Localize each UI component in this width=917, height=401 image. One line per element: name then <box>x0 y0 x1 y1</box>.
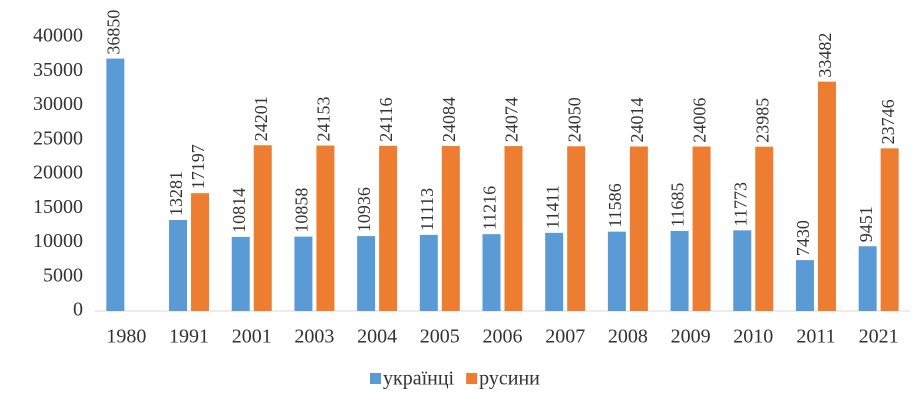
bar <box>316 145 335 311</box>
data-label: 24074 <box>502 97 522 142</box>
y-tick-label: 35000 <box>33 59 83 81</box>
bar <box>231 236 250 311</box>
legend-label: русини <box>479 368 540 390</box>
bar <box>755 146 774 311</box>
bar <box>858 246 877 311</box>
data-label: 17197 <box>188 144 208 189</box>
data-label: 24084 <box>439 97 459 142</box>
data-label: 23985 <box>752 98 772 143</box>
data-label: 24014 <box>627 98 647 143</box>
x-tick-label: 2008 <box>608 326 648 348</box>
data-label: 11586 <box>605 183 625 227</box>
data-label: 10858 <box>292 188 312 233</box>
x-tick-label: 2005 <box>420 326 460 348</box>
data-label: 11411 <box>542 185 562 229</box>
bar <box>419 234 438 311</box>
data-label: 24201 <box>251 96 271 141</box>
y-tick-label: 0 <box>73 299 83 321</box>
legend-swatch <box>466 373 478 384</box>
data-label: 10814 <box>229 188 249 233</box>
bar <box>357 236 376 311</box>
bar <box>880 148 899 311</box>
data-label: 24116 <box>376 97 396 141</box>
bar <box>106 58 125 311</box>
y-tick-label: 15000 <box>33 196 83 218</box>
bar <box>607 231 626 311</box>
y-tick-label: 30000 <box>33 93 83 115</box>
x-tick-label: 2011 <box>796 326 835 348</box>
data-label: 33482 <box>815 33 835 78</box>
data-label: 11685 <box>668 183 688 227</box>
legend-label: українці <box>383 368 455 390</box>
x-tick-label: 1980 <box>106 326 146 348</box>
bar <box>629 146 648 311</box>
x-tick-label: 2007 <box>545 326 585 348</box>
bar <box>379 145 398 311</box>
x-tick-label: 2004 <box>357 326 397 348</box>
x-tick-label: 1991 <box>169 326 209 348</box>
bar <box>670 230 689 311</box>
bar <box>504 146 523 311</box>
bar <box>817 81 836 311</box>
bar <box>545 232 564 311</box>
bar <box>733 230 752 311</box>
y-tick-label: 20000 <box>33 162 83 184</box>
data-label: 11113 <box>417 188 437 231</box>
bar <box>294 236 313 311</box>
x-tick-label: 2009 <box>671 326 711 348</box>
data-label: 10936 <box>354 187 374 232</box>
data-label: 9451 <box>856 206 876 242</box>
bar <box>253 145 272 311</box>
bar <box>567 146 586 311</box>
data-label: 13281 <box>166 171 186 216</box>
data-label: 11216 <box>480 186 500 230</box>
x-tick-label: 2021 <box>859 326 899 348</box>
bar <box>482 234 501 311</box>
data-label: 24006 <box>690 98 710 143</box>
bar <box>191 193 210 311</box>
x-tick-label: 2006 <box>483 326 523 348</box>
x-tick-label: 2010 <box>733 326 773 348</box>
legend-swatch <box>370 373 381 384</box>
data-label: 36850 <box>103 10 123 55</box>
bar <box>441 146 460 311</box>
x-tick-label: 2001 <box>232 326 272 348</box>
y-tick-label: 25000 <box>33 127 83 149</box>
bar <box>692 146 711 311</box>
data-label: 11773 <box>730 182 750 226</box>
data-label: 23746 <box>878 99 898 144</box>
y-tick-label: 5000 <box>43 264 83 286</box>
data-label: 7430 <box>793 220 813 256</box>
bar <box>795 260 814 311</box>
y-tick-label: 10000 <box>33 230 83 252</box>
bar <box>169 220 188 311</box>
data-label: 24153 <box>314 97 334 142</box>
y-tick-label: 40000 <box>33 25 83 47</box>
x-tick-label: 2003 <box>294 326 334 348</box>
data-label: 24050 <box>564 97 584 142</box>
